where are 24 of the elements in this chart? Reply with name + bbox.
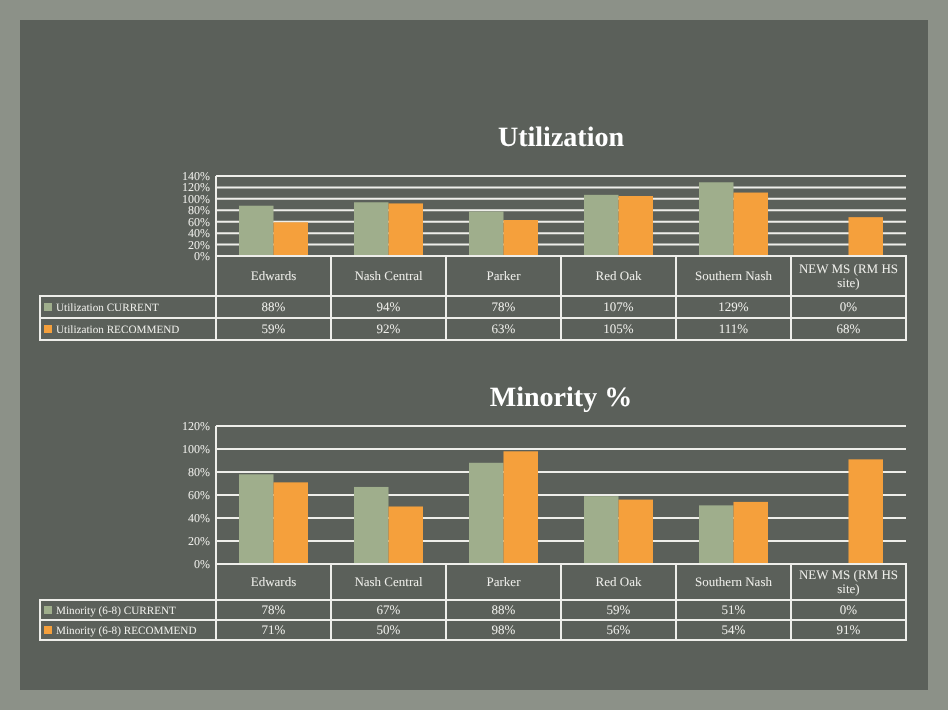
bar (388, 506, 423, 564)
bar (848, 459, 883, 564)
bar (354, 202, 389, 256)
bar (503, 220, 538, 256)
bar (273, 482, 308, 564)
bar (848, 217, 883, 256)
bar (699, 182, 734, 256)
bar (354, 486, 389, 564)
bar (618, 499, 653, 564)
chart-title: Utilization (498, 124, 625, 154)
bar (388, 203, 423, 256)
bar (733, 501, 768, 564)
chart-title: Minority % (489, 384, 633, 414)
bar (273, 222, 308, 256)
bar (584, 496, 619, 564)
bar (733, 192, 768, 256)
bar (239, 205, 274, 256)
bar (618, 196, 653, 256)
bar (584, 194, 619, 256)
bar (699, 505, 734, 564)
bar (469, 211, 504, 256)
bar (503, 451, 538, 564)
bar (239, 474, 274, 564)
bar (469, 462, 504, 564)
